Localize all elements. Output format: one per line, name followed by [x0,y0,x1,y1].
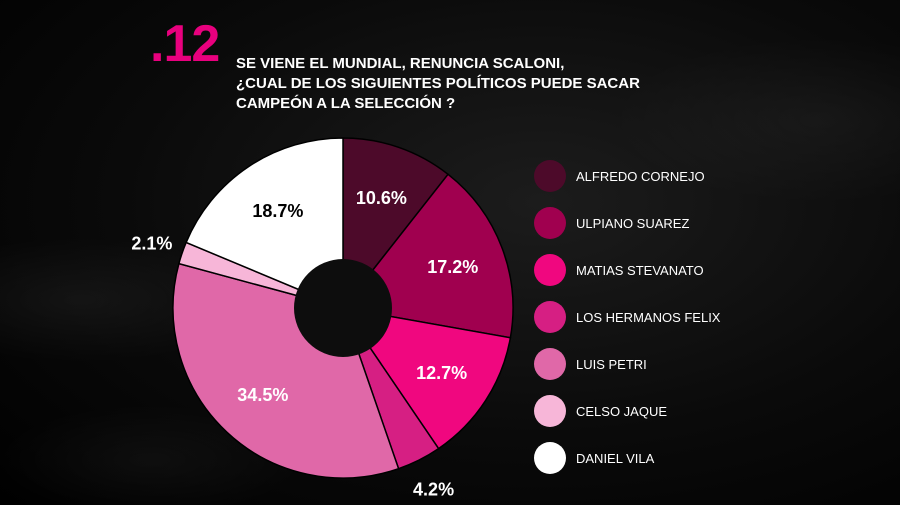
legend-label: ULPIANO SUAREZ [576,215,690,231]
legend-swatch [534,348,566,380]
pie-slice-matias-stevanato [341,306,512,450]
slice-label-5: 2.1% [131,234,172,254]
title-line-3: CAMPEÓN A LA SELECCIÓN ? [236,95,456,112]
donut-hole [294,259,392,357]
legend-swatch [534,160,566,192]
title-line-2: ¿CUAL DE LOS SIGUIENTES POLÍTICOS PUEDE … [236,75,640,92]
legend-label: MATIAS STEVANATO [576,262,704,278]
legend: ALFREDO CORNEJO ULPIANO SUAREZ MATIAS STEV… [534,160,720,489]
slice-label-1: 17.2% [427,257,478,277]
legend-item: CELSO JAQUE [534,395,720,427]
legend-swatch [534,301,566,333]
question-number: .12 [150,15,220,73]
legend-item: ULPIANO SUAREZ [534,207,720,239]
chart-title: SE VIENE EL MUNDIAL, RENUNCIA SCALONI, ¿… [236,54,676,114]
legend-item: ALFREDO CORNEJO [534,160,720,192]
slice-label-2: 12.7% [416,363,467,383]
slice-label-6: 18.7% [252,201,303,221]
slice-label-3: 4.2% [413,480,454,500]
legend-label: ALFREDO CORNEJO [576,168,705,184]
title-line-1: SE VIENE EL MUNDIAL, RENUNCIA SCALONI, [236,55,565,72]
legend-swatch [534,254,566,286]
legend-label: LUIS PETRI [576,356,647,372]
pie-slice-daniel-vila [185,137,344,310]
legend-swatch [534,395,566,427]
legend-label: DANIEL VILA [576,450,655,466]
slice-label-0: 10.6% [356,188,407,208]
legend-item: LUIS PETRI [534,348,720,380]
legend-item: LOS HERMANOS FELIX [534,301,720,333]
legend-item: MATIAS STEVANATO [534,254,720,286]
legend-swatch [534,207,566,239]
legend-label: LOS HERMANOS FELIX [576,309,721,325]
legend-item: DANIEL VILA [534,442,720,474]
pie-slice-alfredo-cornejo [342,137,450,311]
legend-label: CELSO JAQUE [576,403,668,419]
legend-swatch [534,442,566,474]
slice-label-4: 34.5% [237,385,288,405]
